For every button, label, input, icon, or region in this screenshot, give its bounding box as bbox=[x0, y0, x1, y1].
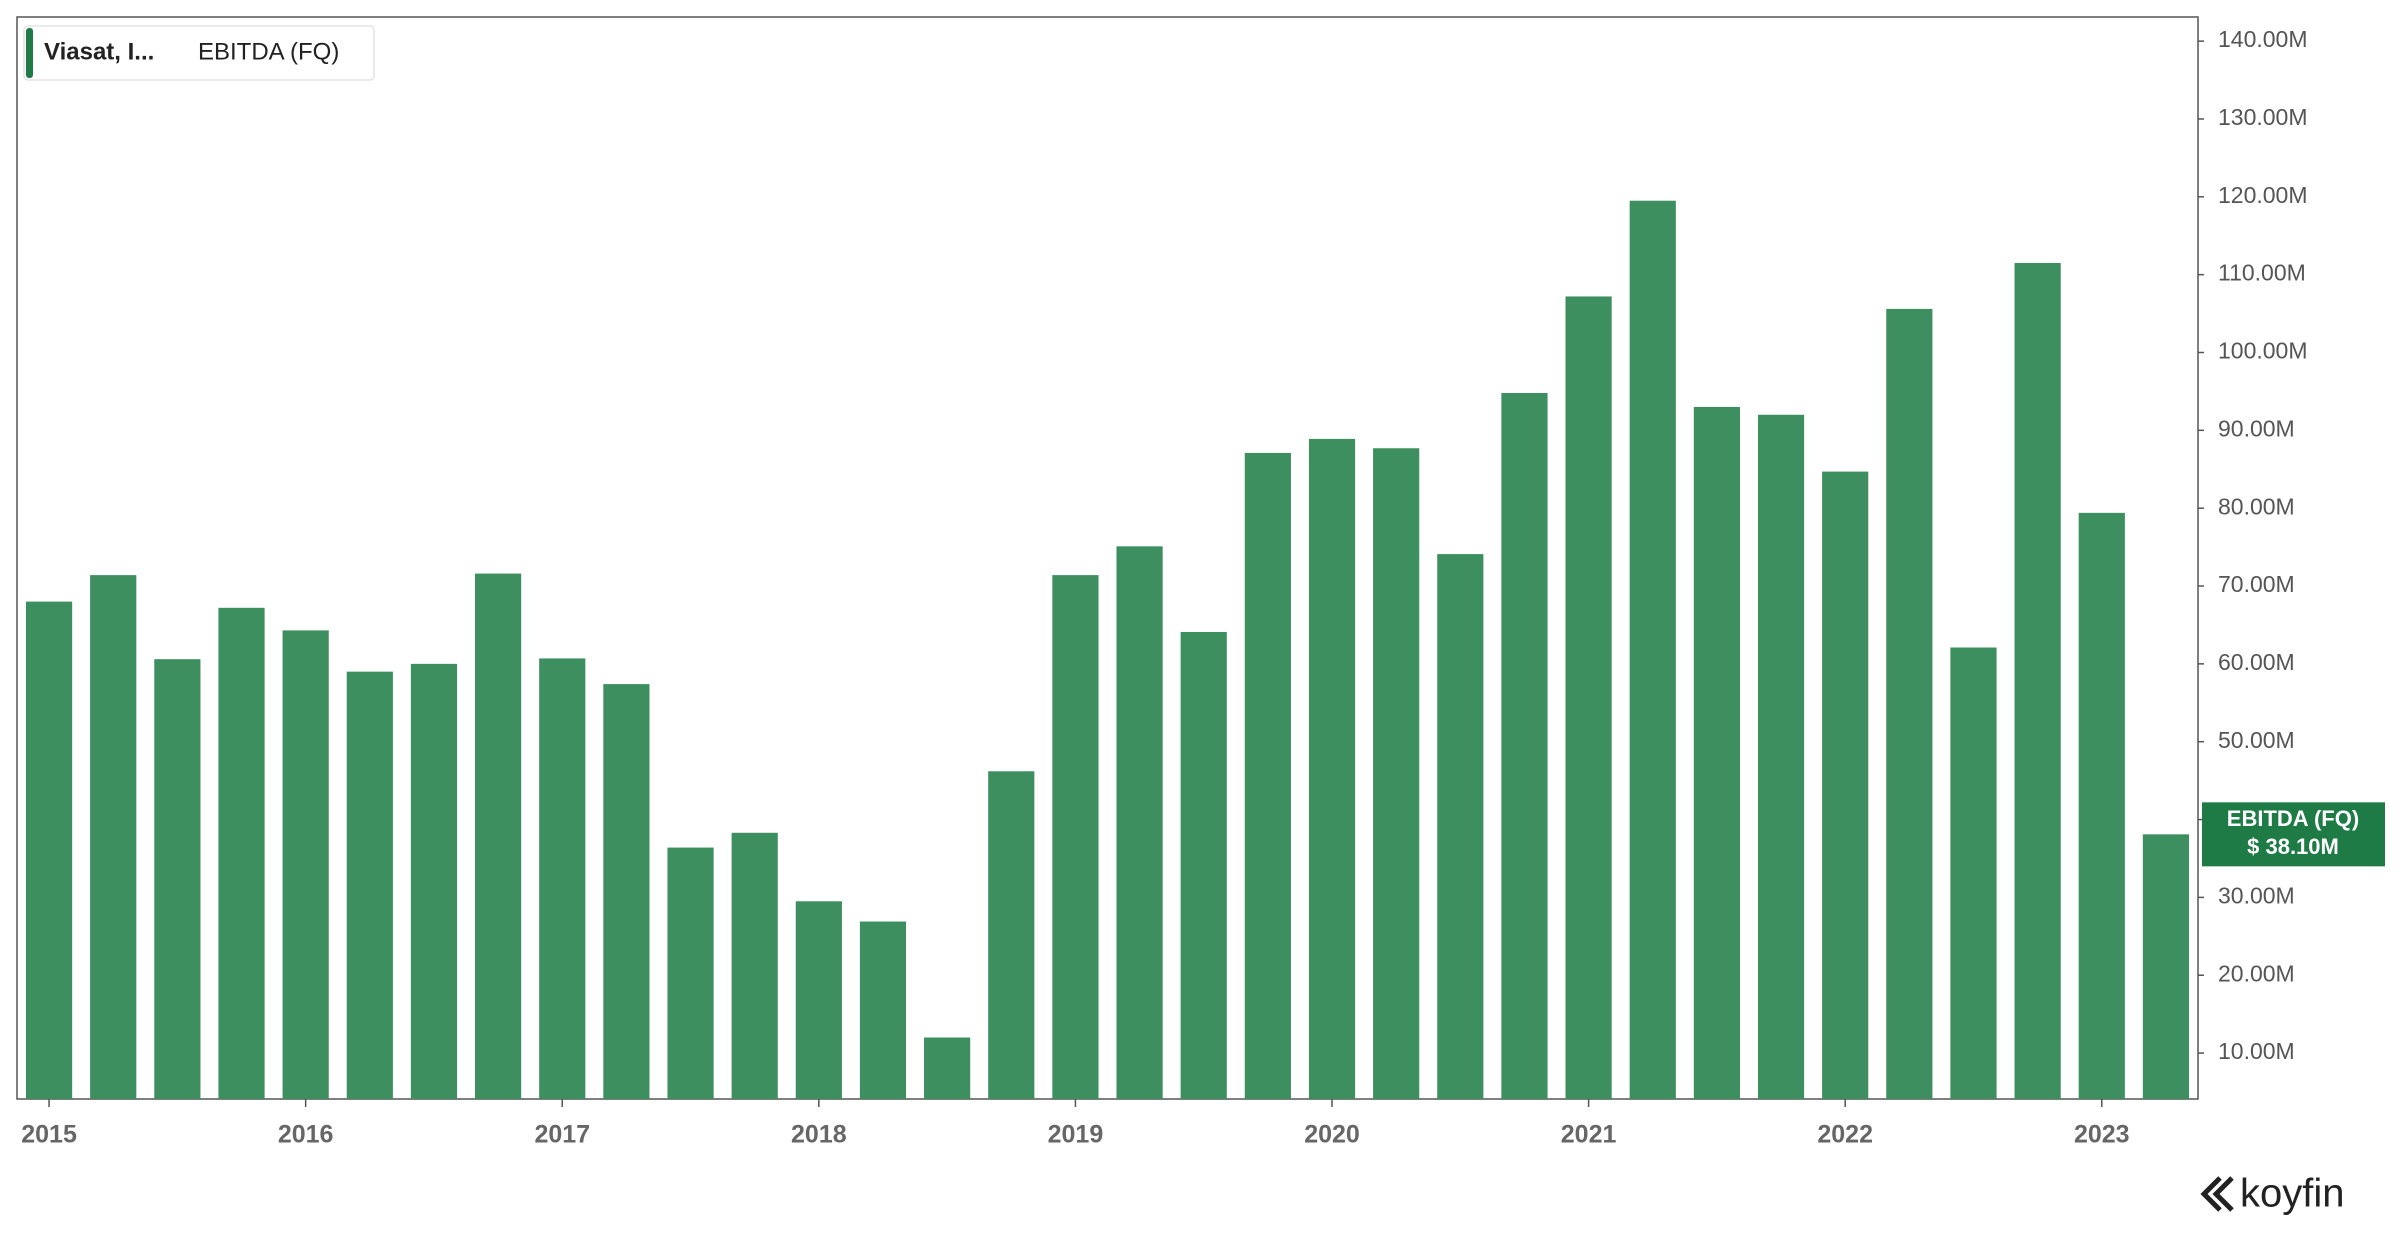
y-tick-label: 120.00M bbox=[2218, 182, 2308, 208]
y-tick-label: 50.00M bbox=[2218, 727, 2295, 753]
bar bbox=[1757, 414, 1805, 1099]
bar bbox=[667, 847, 714, 1099]
x-tick-label: 2023 bbox=[2074, 1121, 2130, 1149]
y-tick-label: 60.00M bbox=[2218, 649, 2295, 675]
legend-company: Viasat, I... bbox=[44, 38, 154, 65]
bar bbox=[859, 921, 907, 1099]
bar bbox=[154, 659, 201, 1099]
x-tick-label: 2016 bbox=[278, 1121, 334, 1149]
bar bbox=[90, 575, 137, 1099]
bar bbox=[2078, 512, 2125, 1099]
bar bbox=[924, 1037, 971, 1099]
bar bbox=[1822, 471, 1869, 1099]
y-tick-label: 110.00M bbox=[2218, 260, 2306, 286]
brand-icon bbox=[2200, 1176, 2234, 1212]
badge-background bbox=[2202, 802, 2385, 867]
bar bbox=[1501, 392, 1548, 1099]
y-tick-label: 80.00M bbox=[2218, 493, 2295, 519]
y-tick-label: 10.00M bbox=[2218, 1038, 2295, 1064]
bar bbox=[2142, 834, 2190, 1099]
y-tick-label: 140.00M bbox=[2218, 26, 2308, 52]
bar bbox=[2014, 262, 2061, 1099]
bar bbox=[25, 601, 73, 1099]
bar bbox=[1693, 406, 1740, 1099]
bar bbox=[1886, 308, 1933, 1099]
bar bbox=[1308, 438, 1356, 1099]
bar bbox=[731, 832, 778, 1099]
value-label: $ 38.10M bbox=[2247, 834, 2339, 859]
bar bbox=[1052, 575, 1099, 1099]
y-tick-label: 100.00M bbox=[2218, 338, 2308, 364]
x-tick-label: 2019 bbox=[1048, 1121, 1104, 1149]
bar bbox=[1565, 296, 1612, 1100]
bar bbox=[795, 901, 842, 1099]
bar bbox=[218, 607, 265, 1099]
y-tick-label: 90.00M bbox=[2218, 415, 2295, 441]
badge-series: EBITDA (FQ) bbox=[2227, 806, 2359, 831]
last-value-badge: EBITDA (FQ) $ 38.10M bbox=[2202, 802, 2385, 867]
bar bbox=[1437, 554, 1484, 1099]
bar bbox=[1629, 200, 1676, 1099]
x-tick-label: 2018 bbox=[791, 1121, 847, 1149]
y-tick-label: 30.00M bbox=[2218, 882, 2295, 908]
y-tick-label: 130.00M bbox=[2218, 104, 2308, 130]
plot-frame bbox=[16, 16, 2199, 1100]
legend-series: EBITDA (FQ) bbox=[198, 38, 339, 65]
bar bbox=[282, 630, 329, 1099]
bar bbox=[410, 663, 458, 1099]
x-tick-label: 2020 bbox=[1304, 1121, 1360, 1149]
bar bbox=[988, 771, 1035, 1099]
bar bbox=[1180, 631, 1227, 1099]
bar bbox=[603, 684, 650, 1099]
x-tick-label: 2022 bbox=[1817, 1121, 1873, 1149]
x-tick-label: 2015 bbox=[21, 1121, 77, 1149]
brand-logo: koyfin bbox=[2200, 1172, 2345, 1216]
bar bbox=[1116, 546, 1163, 1099]
bar bbox=[346, 671, 393, 1099]
bar bbox=[1373, 448, 1420, 1099]
legend-swatch bbox=[26, 28, 33, 78]
bar bbox=[539, 658, 586, 1099]
legend-box bbox=[23, 25, 375, 81]
bar bbox=[1244, 452, 1291, 1099]
y-tick-label: 20.00M bbox=[2218, 960, 2295, 986]
x-tick-label: 2017 bbox=[534, 1121, 590, 1149]
brand-name: koyfin bbox=[2240, 1172, 2345, 1216]
y-tick-label: 70.00M bbox=[2218, 571, 2295, 597]
x-tick-label: 2021 bbox=[1561, 1121, 1617, 1149]
bar bbox=[475, 573, 522, 1099]
bar bbox=[1950, 647, 1997, 1099]
